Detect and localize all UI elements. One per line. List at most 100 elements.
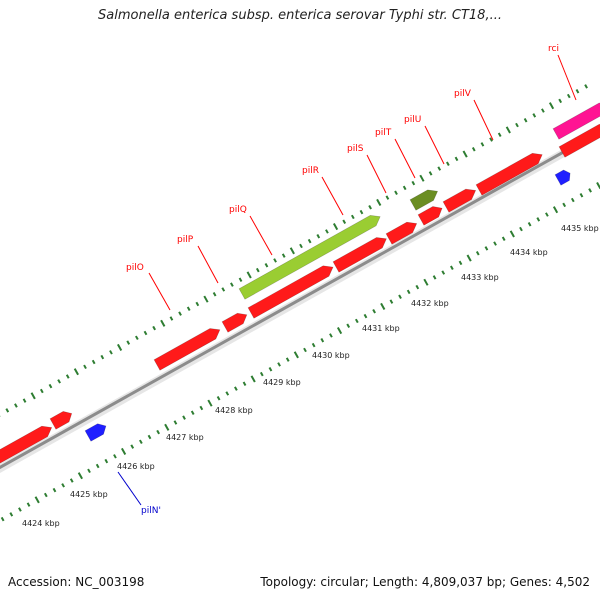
lower-tick <box>311 342 316 348</box>
gene-label-pilN-prime[interactable]: pilN' <box>141 506 161 516</box>
upper-tick <box>368 205 372 210</box>
upper-tick <box>117 343 123 352</box>
lower-tick <box>398 294 402 299</box>
upper-tick <box>14 403 18 408</box>
gene-arrow <box>49 411 73 430</box>
lower-tick <box>406 289 411 295</box>
gene-arrow <box>385 221 418 245</box>
upper-tick <box>238 277 243 283</box>
upper-tick <box>281 253 286 258</box>
gene-label-pilT[interactable]: pilT <box>375 128 392 138</box>
upper-tick <box>48 383 53 389</box>
upper-tick <box>558 98 563 104</box>
lower-tick <box>545 212 549 217</box>
lower-tick <box>484 246 489 251</box>
gene-arrow <box>332 237 387 273</box>
upper-tick <box>169 316 174 321</box>
lower-tick <box>363 313 368 319</box>
lower-tick <box>199 405 204 411</box>
upper-tick <box>152 325 156 331</box>
lower-tick <box>130 444 135 449</box>
lower-tick <box>346 323 351 328</box>
gene-arrow <box>238 215 381 300</box>
gene-arrow <box>0 425 53 464</box>
upper-tick <box>273 258 277 263</box>
label-leader-line <box>424 125 445 165</box>
lower-tick <box>190 410 195 416</box>
lower-tick <box>9 512 14 517</box>
lower-tick <box>121 447 127 456</box>
scale-label: 4428 kbp <box>215 406 253 415</box>
upper-tick <box>575 88 580 94</box>
lower-tick <box>441 270 446 275</box>
upper-tick <box>402 185 407 191</box>
lower-tick <box>139 439 143 445</box>
lower-tick <box>156 429 160 435</box>
lower-tick <box>475 251 480 256</box>
gene-label-pilV[interactable]: pilV <box>454 89 472 99</box>
lower-tick <box>77 472 83 480</box>
gene-arrow <box>417 206 443 226</box>
accession-label: Accession: NC_003198 <box>8 575 145 589</box>
gene-labels: pilO pilP pilQ pilR pilS pilT pilU pilV … <box>126 44 559 516</box>
gene-label-pilP[interactable]: pilP <box>177 235 194 245</box>
lower-tick <box>207 399 213 407</box>
lower-tick <box>320 338 325 343</box>
gene-label-rci[interactable]: rci <box>548 44 559 54</box>
label-leader-line <box>473 99 494 141</box>
upper-tick <box>454 156 459 162</box>
lower-tick <box>466 254 472 262</box>
upper-tick <box>523 117 528 123</box>
upper-tick <box>255 267 260 273</box>
lower-tick <box>509 230 515 238</box>
lower-tick <box>562 202 567 208</box>
upper-tick <box>39 388 44 394</box>
upper-tick-row <box>0 84 588 417</box>
lower-tick <box>380 302 386 310</box>
scale-label: 4430 kbp <box>312 351 350 360</box>
upper-tick <box>489 137 493 142</box>
lower-tick <box>250 375 256 383</box>
lower-tick <box>588 188 592 193</box>
backbone-line-core <box>0 129 600 470</box>
label-leader-line <box>394 138 416 179</box>
upper-tick <box>57 379 61 384</box>
lower-tick <box>268 367 273 372</box>
upper-tick <box>515 122 519 128</box>
gene-label-pilR[interactable]: pilR <box>302 166 319 176</box>
gene-label-pilU[interactable]: pilU <box>404 115 421 125</box>
gene-label-pilO[interactable]: pilO <box>126 263 144 273</box>
lower-tick <box>285 357 290 362</box>
upper-tick <box>411 180 416 186</box>
lower-tick <box>234 386 238 391</box>
gene-arrow <box>84 423 107 442</box>
gene-label-pilQ[interactable]: pilQ <box>229 205 247 215</box>
gene-label-pilS[interactable]: pilS <box>347 144 364 154</box>
lower-tick <box>329 333 333 338</box>
scale-label: 4425 kbp <box>70 490 108 499</box>
upper-tick <box>203 295 209 303</box>
scale-label: 4426 kbp <box>117 462 155 471</box>
upper-tick <box>350 214 355 220</box>
upper-tick <box>195 301 200 307</box>
lower-tick <box>43 492 48 498</box>
upper-tick <box>342 219 347 224</box>
label-leader-line <box>321 176 344 216</box>
upper-tick <box>437 166 442 171</box>
lower-tick <box>389 299 394 304</box>
lower-tick <box>173 420 178 425</box>
upper-tick <box>160 319 166 327</box>
lower-tick <box>225 391 230 396</box>
upper-tick <box>186 306 191 312</box>
gene-arrow <box>552 102 600 140</box>
upper-tick <box>178 311 182 316</box>
lower-tick <box>147 434 152 440</box>
upper-tick <box>394 190 398 195</box>
scale-label: 4427 kbp <box>166 433 204 442</box>
lower-tick <box>450 265 454 270</box>
upper-tick <box>359 209 364 215</box>
map-title: Salmonella enterica subsp. enterica sero… <box>98 8 502 23</box>
lower-tick <box>61 483 65 488</box>
